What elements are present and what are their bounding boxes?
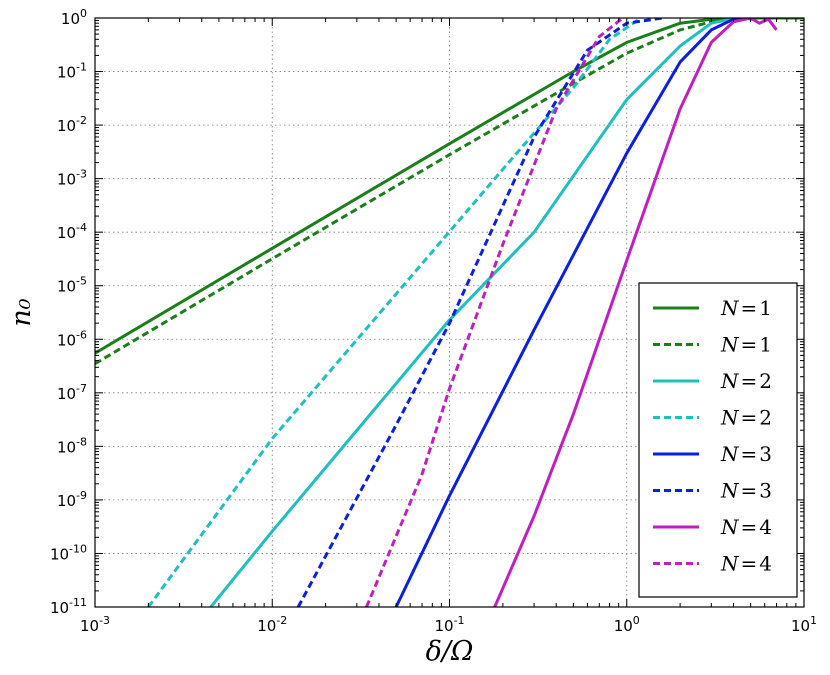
legend: N = 1 N = 1 N = 2 N = 2 N = 3 N = 3 N = 4 N = 4 [638,282,798,598]
x-tick-label: 10-1 [434,614,464,635]
y-tick-label: 10-6 [57,328,87,349]
y-tick-label: 10-10 [50,542,87,563]
x-tick-label: 10-2 [257,614,287,635]
legend-label: N = 1 [720,296,772,320]
y-tick-label: 10-2 [57,114,87,135]
y-tick-label: 10-1 [57,61,87,82]
y-tick-label: 10-9 [57,489,87,510]
x-tick-label: 10-3 [80,614,110,635]
x-tick-label: 101 [791,614,817,635]
legend-label: N = 3 [720,442,772,466]
y-tick-label: 10-8 [57,435,87,456]
y-tick-label: 10-5 [57,275,87,296]
y-tick-label: 10-7 [57,382,87,403]
legend-label: N = 4 [720,515,772,539]
legend-label: N = 4 [720,552,772,576]
series-line-3 [209,18,751,607]
ticks [94,17,805,608]
y-tick-label: 10-3 [57,168,87,189]
x-tick-label: 100 [614,614,640,635]
series-line-8 [365,18,624,607]
y-tick-label: 10-11 [50,596,87,617]
legend-label: N = 2 [720,369,772,393]
legend-label: N = 3 [720,479,772,503]
series-line-7 [493,18,778,607]
legend-label: N = 1 [720,333,772,357]
y-tick-label: 10-4 [57,221,87,242]
x-axis-label: δ/Ω [426,636,474,667]
legend-label: N = 2 [720,406,772,430]
legend-box [638,282,798,598]
y-tick-label: 100 [61,7,87,28]
series-line-4 [147,18,642,607]
y-axis-label: n₀ [6,298,37,326]
